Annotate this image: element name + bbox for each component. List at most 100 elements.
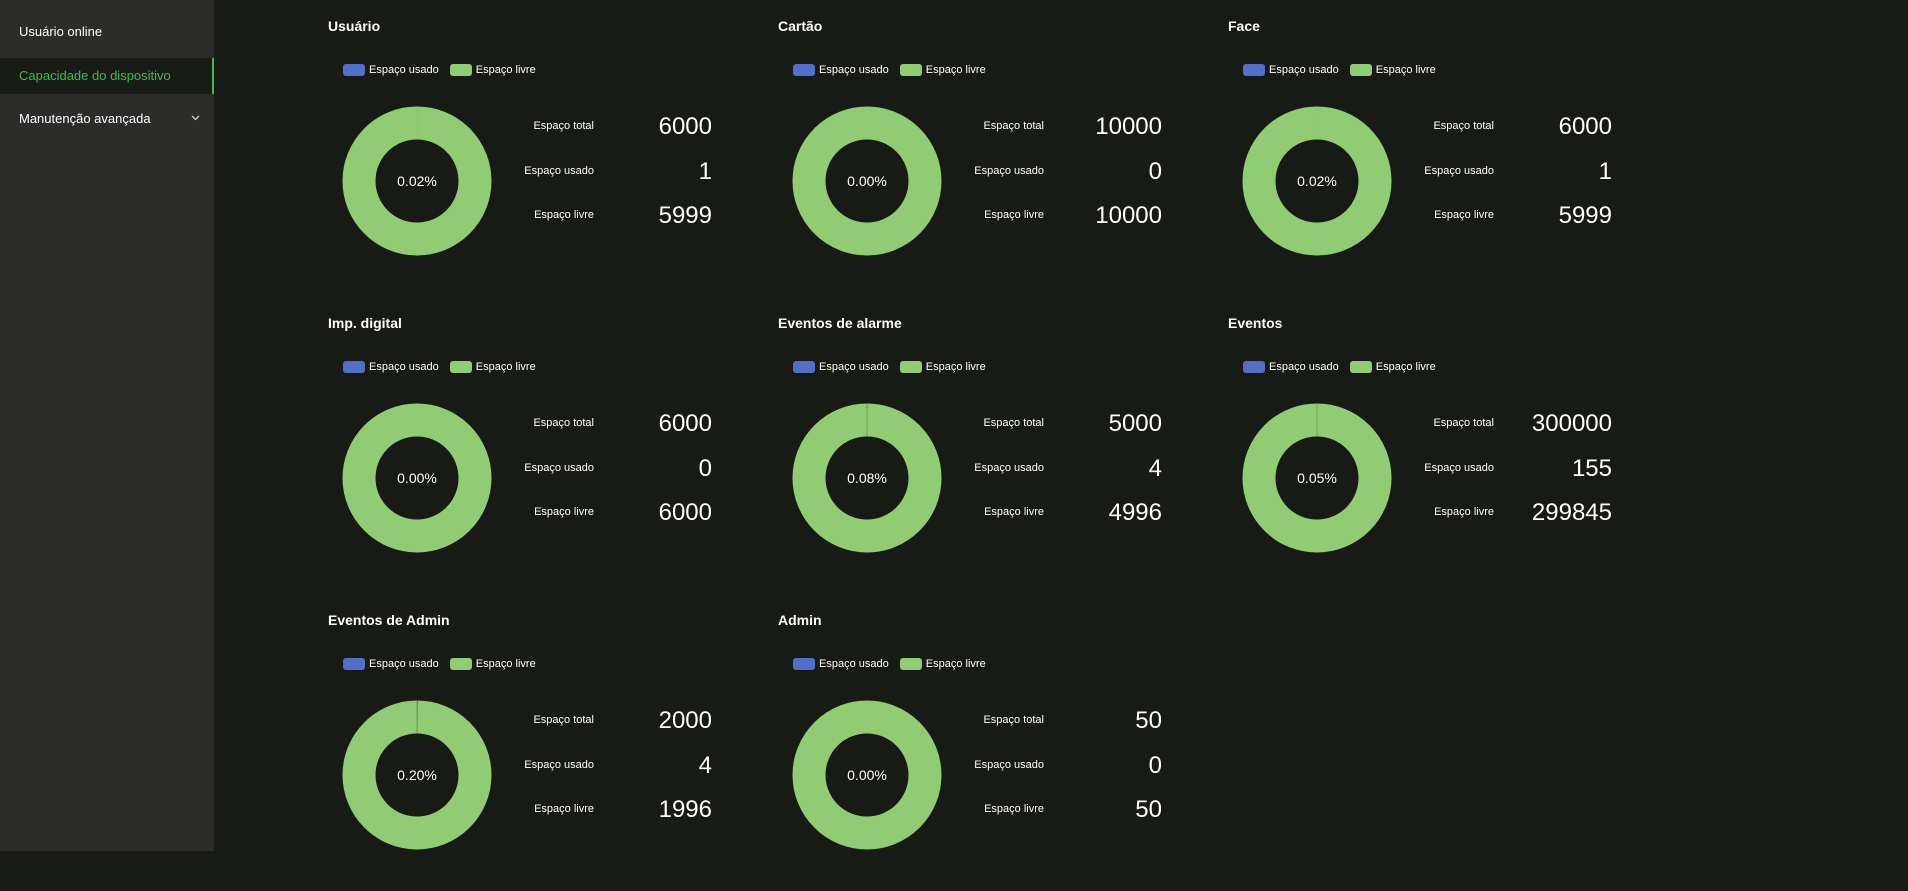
stat-row-total: Espaço total 2000 (494, 707, 712, 752)
capacity-panel-eventos-de-admin: Eventos de Admin Espaço usado Espaço liv… (276, 594, 726, 891)
stat-label-used: Espaço usado (1424, 461, 1494, 474)
legend-swatch-used (343, 361, 365, 373)
legend-swatch-used (793, 658, 815, 670)
donut-chart: 0.20% (342, 700, 492, 850)
legend-item-used[interactable]: Espaço usado (1243, 361, 1339, 373)
stat-label-total: Espaço total (533, 120, 594, 132)
donut-percent-label: 0.08% (847, 470, 887, 486)
stat-row-free: Espaço livre 299845 (1394, 499, 1612, 544)
donut-percent-label: 0.02% (397, 173, 437, 189)
stat-label-used: Espaço usado (524, 461, 594, 474)
capacity-stats: Espaço total 6000 Espaço usado 0 Espaço … (494, 410, 712, 544)
legend-item-free[interactable]: Espaço livre (899, 64, 986, 76)
sidebar-item-advanced-maintenance[interactable]: Manutenção avançada (0, 101, 214, 137)
donut-percent-label: 0.00% (397, 470, 437, 486)
sidebar-item-label: Usuário online (19, 24, 103, 39)
stat-value-free: 5999 (1558, 202, 1612, 229)
panel-title: Imp. digital (328, 315, 402, 331)
legend-item-free[interactable]: Espaço livre (449, 658, 536, 670)
stat-row-free: Espaço livre 5999 (1394, 202, 1612, 247)
legend-swatch-used (343, 658, 365, 670)
legend-item-free[interactable]: Espaço livre (449, 64, 536, 76)
legend-swatch-free (449, 64, 472, 76)
stat-row-free: Espaço livre 1996 (494, 796, 712, 841)
legend-item-used[interactable]: Espaço usado (343, 361, 439, 373)
stat-value-used: 0 (1148, 751, 1162, 779)
legend-swatch-used (793, 361, 815, 373)
legend-label-free: Espaço livre (475, 361, 536, 373)
capacity-panel-cartao: Cartão Espaço usado Espaço livre 0.00% E… (726, 0, 1176, 297)
panel-title: Eventos (1228, 315, 1283, 331)
capacity-panel-face: Face Espaço usado Espaço livre 0.02% Esp… (1176, 0, 1626, 297)
legend-label-free: Espaço livre (475, 64, 536, 76)
stat-label-total: Espaço total (983, 417, 1044, 429)
legend-item-free[interactable]: Espaço livre (1349, 64, 1436, 76)
legend-item-used[interactable]: Espaço usado (793, 361, 889, 373)
capacity-stats: Espaço total 6000 Espaço usado 1 Espaço … (1394, 113, 1612, 247)
legend-label-used: Espaço usado (819, 64, 889, 76)
stat-row-free: Espaço livre 6000 (494, 499, 712, 544)
legend-item-free[interactable]: Espaço livre (899, 361, 986, 373)
donut-chart: 0.05% (1242, 403, 1392, 553)
legend-swatch-free (1349, 64, 1372, 76)
stat-value-total: 6000 (658, 410, 712, 437)
legend-item-used[interactable]: Espaço usado (343, 658, 439, 670)
stat-label-total: Espaço total (533, 714, 594, 726)
stat-value-used: 0 (1148, 157, 1162, 185)
stat-label-total: Espaço total (1433, 120, 1494, 132)
panel-title: Admin (778, 612, 822, 628)
stat-label-used: Espaço usado (524, 164, 594, 177)
legend-item-used[interactable]: Espaço usado (1243, 64, 1339, 76)
donut-slice-used (342, 106, 492, 256)
legend-item-free[interactable]: Espaço livre (1349, 361, 1436, 373)
stat-value-free: 299845 (1531, 499, 1612, 526)
stat-value-free: 10000 (1095, 202, 1162, 229)
capacity-stats: Espaço total 300000 Espaço usado 155 Esp… (1394, 410, 1612, 544)
donut-chart: 0.00% (342, 403, 492, 553)
capacity-stats: Espaço total 5000 Espaço usado 4 Espaço … (944, 410, 1162, 544)
panel-title: Eventos de alarme (778, 315, 902, 331)
stat-value-total: 300000 (1531, 410, 1612, 437)
stat-value-used: 4 (1148, 454, 1162, 482)
legend-label-free: Espaço livre (475, 658, 536, 670)
sidebar-item-label: Manutenção avançada (19, 111, 151, 126)
stat-value-total: 6000 (1558, 113, 1612, 140)
stat-row-total: Espaço total 6000 (494, 410, 712, 455)
legend-label-free: Espaço livre (925, 64, 986, 76)
legend-swatch-free (1349, 361, 1372, 373)
stat-value-used: 155 (1571, 454, 1612, 482)
chart-legend: Espaço usado Espaço livre (1243, 64, 1444, 79)
capacity-stats: Espaço total 10000 Espaço usado 0 Espaço… (944, 113, 1162, 247)
donut-chart: 0.00% (792, 700, 942, 850)
legend-item-used[interactable]: Espaço usado (343, 64, 439, 76)
legend-label-free: Espaço livre (925, 658, 986, 670)
legend-item-free[interactable]: Espaço livre (899, 658, 986, 670)
sidebar-item-online-user[interactable]: Usuário online (0, 14, 214, 50)
stat-row-total: Espaço total 6000 (1394, 113, 1612, 158)
stat-label-free: Espaço livre (1434, 209, 1494, 221)
donut-slice-free (342, 403, 492, 553)
legend-swatch-free (449, 361, 472, 373)
donut-percent-label: 0.00% (847, 173, 887, 189)
legend-item-free[interactable]: Espaço livre (449, 361, 536, 373)
sidebar-item-device-capacity[interactable]: Capacidade do dispositivo (0, 58, 214, 94)
capacity-panel-usuario: Usuário Espaço usado Espaço livre 0.02% … (276, 0, 726, 297)
legend-item-used[interactable]: Espaço usado (793, 64, 889, 76)
chart-legend: Espaço usado Espaço livre (343, 361, 544, 376)
stat-value-free: 6000 (658, 499, 712, 526)
capacity-stats: Espaço total 6000 Espaço usado 1 Espaço … (494, 113, 712, 247)
stat-value-free: 1996 (658, 796, 712, 823)
capacity-panel-eventos: Eventos Espaço usado Espaço livre 0.05% … (1176, 297, 1626, 594)
stat-row-total: Espaço total 50 (944, 707, 1162, 752)
stat-row-free: Espaço livre 10000 (944, 202, 1162, 247)
stat-value-total: 6000 (658, 113, 712, 140)
stat-row-free: Espaço livre 50 (944, 796, 1162, 841)
legend-swatch-used (793, 64, 815, 76)
legend-item-used[interactable]: Espaço usado (793, 658, 889, 670)
stat-value-free: 50 (1135, 796, 1162, 823)
stat-label-total: Espaço total (533, 417, 594, 429)
stat-row-used: Espaço usado 1 (1394, 158, 1612, 203)
legend-swatch-used (1243, 64, 1265, 76)
legend-label-used: Espaço usado (819, 361, 889, 373)
stat-row-used: Espaço usado 0 (944, 752, 1162, 797)
